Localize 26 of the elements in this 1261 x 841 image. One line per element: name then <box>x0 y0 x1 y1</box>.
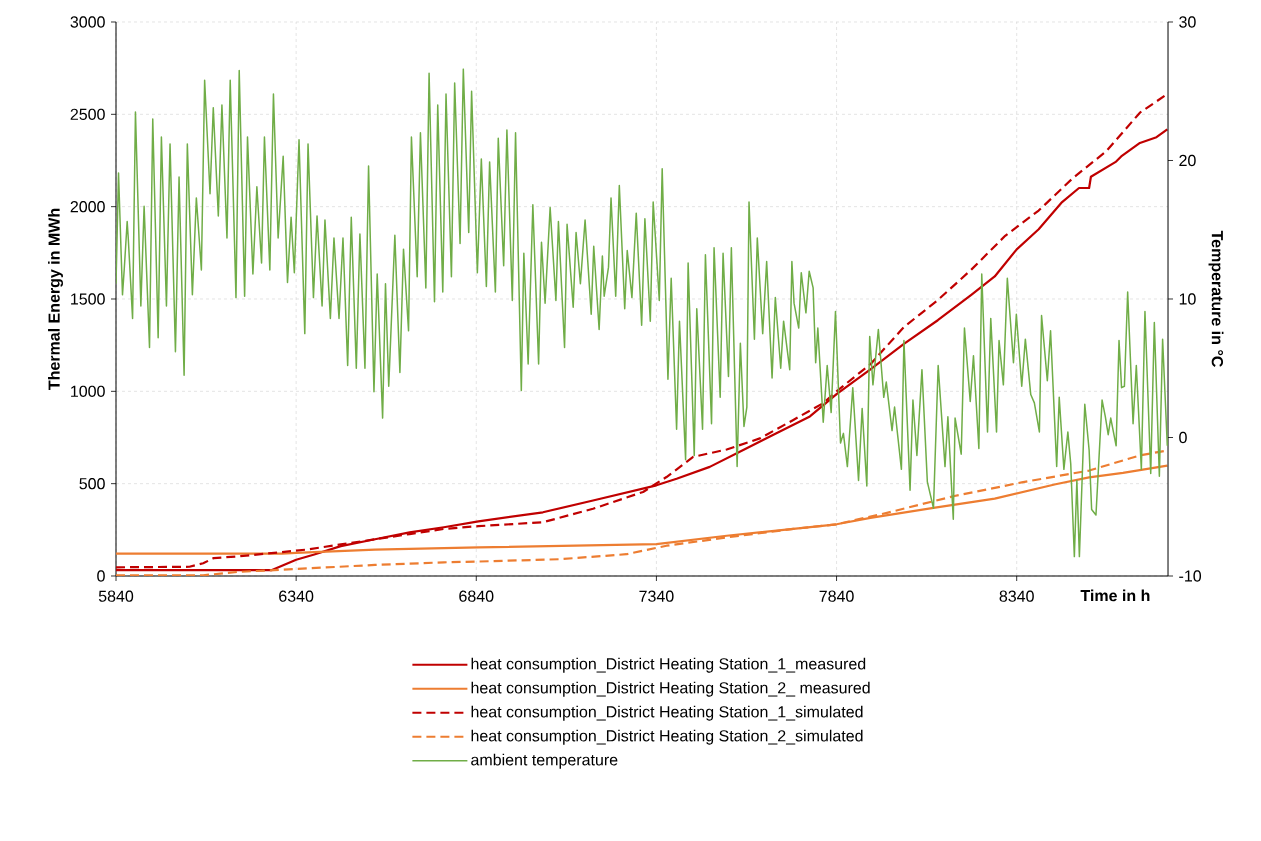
y-tick-label: 3000 <box>70 16 105 28</box>
x-tick-label: 6840 <box>459 590 494 602</box>
x-tick-label: 8340 <box>999 590 1034 602</box>
legend-label: ambient temperature <box>471 753 618 769</box>
y2-tick-label: 0 <box>1179 431 1187 444</box>
x-axis-title: Time in h <box>1080 589 1150 602</box>
y-tick-label: 2000 <box>70 201 105 213</box>
y2-tick-label: 20 <box>1179 154 1196 167</box>
legend-label: heat consumption_District Heating Station_1_simulated <box>471 705 863 721</box>
y2-tick-label: 10 <box>1179 293 1196 305</box>
legend-label: heat consumption_District Heating Station_2_ measured <box>471 681 870 697</box>
y2-axis-title: Temperature in °C <box>1208 230 1224 367</box>
y-axis-title: Thermal Energy in MWh <box>48 208 64 390</box>
x-tick-label: 5840 <box>98 590 134 602</box>
x-tick-label: 7840 <box>819 590 854 602</box>
y2-tick-label: -10 <box>1179 570 1202 582</box>
y-tick-label: 2500 <box>70 108 105 120</box>
x-tick-label: 7340 <box>639 590 674 602</box>
y-tick-label: 1500 <box>71 293 105 305</box>
y-tick-label: 0 <box>97 570 105 582</box>
y-tick-label: 500 <box>79 478 105 490</box>
legend-label: heat consumption_District Heating Station_2_simulated <box>471 729 863 745</box>
y-tick-label: 1000 <box>71 385 105 397</box>
y2-tick-label: 30 <box>1179 16 1196 28</box>
x-tick-label: 6340 <box>279 590 314 602</box>
legend-label: heat consumption_District Heating Station_1_measured <box>471 657 866 673</box>
